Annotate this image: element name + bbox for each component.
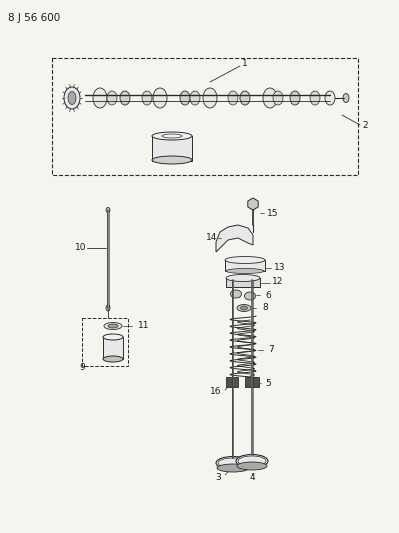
Text: 5: 5 [265,378,271,387]
Ellipse shape [107,91,117,105]
Ellipse shape [103,334,123,340]
Ellipse shape [68,92,76,104]
Bar [103,337,123,359]
Ellipse shape [190,91,200,105]
Ellipse shape [104,322,122,329]
Ellipse shape [263,88,277,108]
Ellipse shape [228,91,238,105]
Ellipse shape [273,91,283,105]
Ellipse shape [106,305,110,311]
Ellipse shape [152,132,192,140]
Text: 11: 11 [138,321,150,330]
Ellipse shape [325,91,335,105]
Ellipse shape [216,456,250,470]
Text: 7: 7 [268,345,274,354]
Text: 6: 6 [265,290,271,300]
Ellipse shape [225,256,265,263]
Ellipse shape [290,91,300,105]
Bar [245,377,259,387]
Ellipse shape [241,306,247,310]
Ellipse shape [64,87,80,109]
Ellipse shape [226,274,260,281]
Ellipse shape [108,324,118,328]
Ellipse shape [231,290,241,298]
Text: 15: 15 [267,208,279,217]
Text: 16: 16 [210,387,222,397]
Ellipse shape [93,88,107,108]
Text: 12: 12 [272,278,284,287]
Text: 9: 9 [79,364,85,373]
Text: 10: 10 [75,244,87,253]
Polygon shape [216,225,253,252]
Ellipse shape [236,455,268,467]
Ellipse shape [237,462,267,470]
Bar [225,260,265,271]
Ellipse shape [343,93,349,102]
Text: 8 J 56 600: 8 J 56 600 [8,13,60,23]
Ellipse shape [106,207,110,213]
Text: 1: 1 [242,59,248,68]
Ellipse shape [142,91,152,105]
Text: 3: 3 [215,473,221,482]
Ellipse shape [180,91,190,105]
Ellipse shape [237,304,251,311]
Ellipse shape [152,156,192,164]
Polygon shape [248,198,258,210]
Ellipse shape [203,88,217,108]
Bar [226,377,238,387]
Bar [152,136,192,161]
Ellipse shape [240,91,250,105]
Text: 8: 8 [262,303,268,312]
Ellipse shape [226,269,264,273]
Text: 14: 14 [206,233,218,243]
Ellipse shape [245,292,255,300]
Ellipse shape [153,88,167,108]
Text: 4: 4 [249,473,255,482]
Text: 13: 13 [274,262,286,271]
Bar [82,318,128,366]
Ellipse shape [103,356,123,362]
Ellipse shape [120,91,130,105]
Ellipse shape [310,91,320,105]
Text: 2: 2 [362,122,368,131]
Bar [226,278,260,287]
Ellipse shape [217,464,249,472]
